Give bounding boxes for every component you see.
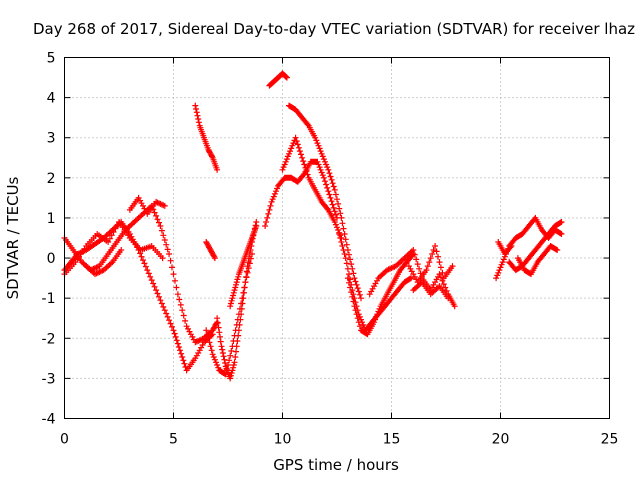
- y-tick-label: -1: [42, 291, 56, 307]
- data-series: [61, 202, 221, 346]
- data-series: [286, 102, 364, 302]
- y-tick-label: -3: [42, 371, 56, 387]
- data-points: [61, 70, 565, 382]
- x-tick-label: 20: [492, 432, 510, 448]
- chart-title: Day 268 of 2017, Sidereal Day-to-day VTE…: [33, 20, 635, 38]
- y-tick-label: 1: [47, 211, 56, 227]
- y-tick-label: -2: [42, 331, 56, 347]
- data-point-markers: [286, 102, 364, 302]
- data-series: [192, 102, 221, 173]
- data-point-markers: [262, 158, 340, 229]
- data-point-markers: [344, 251, 417, 338]
- data-series: [344, 251, 417, 338]
- data-series: [514, 243, 561, 278]
- data-point-markers: [61, 202, 221, 346]
- y-tick-label: 3: [47, 131, 56, 147]
- x-tick-label: 15: [383, 432, 401, 448]
- data-point-markers: [227, 223, 260, 310]
- y-tick-label: 0: [47, 251, 56, 267]
- data-series: [495, 239, 515, 257]
- data-series: [506, 219, 565, 274]
- data-series: [227, 223, 260, 310]
- data-series: [203, 239, 218, 262]
- data-series: [279, 134, 345, 241]
- axis-ticks: [64, 57, 610, 419]
- x-tick-label: 5: [169, 432, 178, 448]
- data-point-markers: [514, 243, 561, 278]
- data-series: [214, 219, 260, 382]
- data-point-markers: [410, 279, 452, 302]
- data-series: [203, 251, 255, 378]
- data-series: [83, 247, 125, 278]
- data-point-markers: [203, 239, 218, 262]
- data-point-markers: [83, 247, 125, 278]
- data-series: [61, 219, 216, 374]
- x-axis-label: GPS time / hours: [273, 456, 399, 474]
- plot-frame: [64, 57, 610, 419]
- y-tick-label: 2: [47, 171, 56, 187]
- grid-lines: [64, 57, 610, 419]
- x-tick-label: 25: [601, 432, 619, 448]
- y-tick-labels: -4 -3 -2 -1 0 1 2 3 4 5: [42, 51, 56, 428]
- data-series: [266, 70, 290, 89]
- data-point-markers: [203, 251, 255, 378]
- data-point-markers: [495, 239, 515, 257]
- x-tick-label: 10: [274, 432, 292, 448]
- data-point-markers: [61, 219, 216, 374]
- data-point-markers: [192, 102, 221, 173]
- data-point-markers: [266, 70, 290, 89]
- data-point-markers: [214, 219, 260, 382]
- data-point-markers: [126, 194, 168, 217]
- y-tick-label: 4: [47, 91, 56, 107]
- data-point-markers: [279, 134, 345, 241]
- data-series: [405, 243, 456, 286]
- y-tick-label: 5: [47, 51, 56, 67]
- data-point-markers: [405, 243, 456, 286]
- y-axis-label: SDTVAR / TECUs: [4, 176, 22, 299]
- data-series: [126, 194, 168, 217]
- data-series: [262, 158, 340, 229]
- x-tick-labels: 0 5 10 15 20 25: [60, 432, 618, 448]
- data-series: [410, 279, 452, 302]
- y-tick-label: -4: [42, 412, 56, 428]
- x-tick-label: 0: [60, 432, 69, 448]
- data-point-markers: [506, 219, 565, 274]
